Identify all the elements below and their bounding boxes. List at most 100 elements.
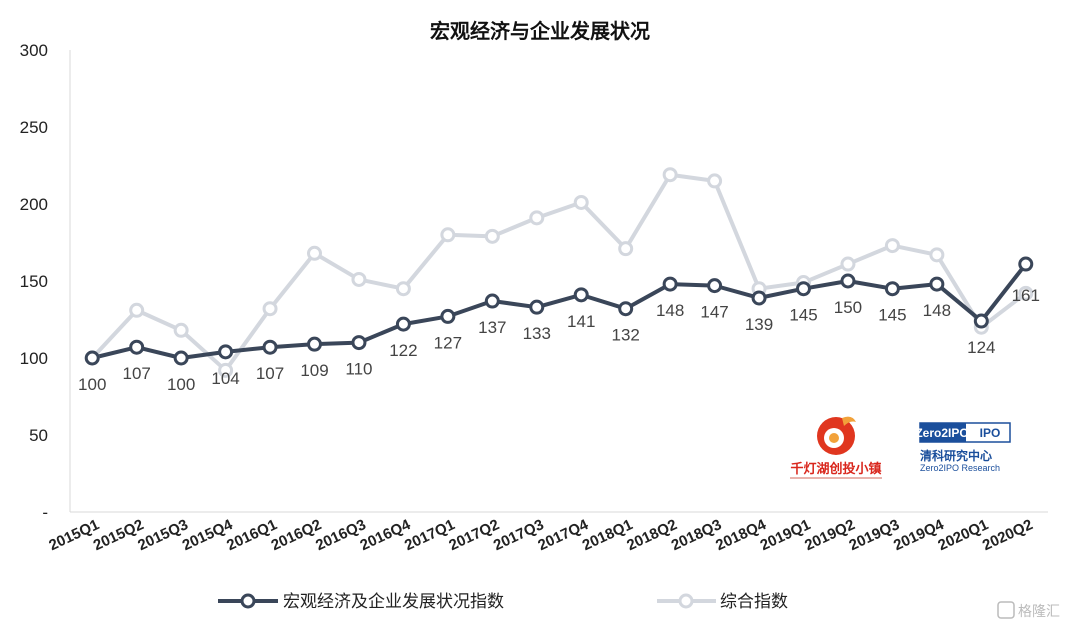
point-composite	[129, 302, 145, 318]
zero2ipo-logo-word: Zero2IPO	[915, 426, 968, 440]
y-tick-label: 50	[29, 426, 48, 445]
data-label: 110	[345, 360, 372, 379]
legend-marker-main	[240, 593, 256, 609]
x-tick-label: 2017Q2	[446, 516, 502, 554]
point-main	[129, 339, 145, 355]
watermark-text: 格隆汇	[1018, 604, 1060, 620]
data-label: 127	[434, 333, 462, 352]
data-label: 148	[656, 301, 684, 320]
watermark-icon	[997, 601, 1015, 619]
x-tick-label: 2018Q3	[669, 516, 725, 554]
x-tick-label: 2017Q4	[535, 516, 591, 554]
point-main	[751, 290, 767, 306]
x-tick-label: 2016Q1	[224, 516, 280, 554]
x-tick-label: 2015Q3	[135, 516, 191, 554]
data-label: 122	[389, 341, 417, 360]
point-composite	[1018, 285, 1034, 301]
point-composite	[484, 228, 500, 244]
data-label: 150	[834, 298, 862, 317]
point-composite	[929, 247, 945, 263]
y-tick-labels: - 50 100 150 200 250 300	[20, 41, 48, 522]
point-main	[218, 344, 234, 360]
x-tick-label: 2019Q4	[891, 516, 947, 554]
data-labels: 100 107 100 104 107 109 110 122 127 137 133 141 132 1…	[78, 286, 1040, 394]
legend-label-composite: 综合指数	[720, 592, 788, 612]
x-tick-label: 2015Q4	[180, 516, 236, 554]
point-main	[1018, 256, 1034, 272]
x-tick-label: 2018Q2	[624, 516, 680, 554]
point-main	[307, 336, 322, 352]
data-label: 161	[1012, 286, 1040, 305]
chart-title: 宏观经济与企业发展状况	[430, 19, 650, 43]
x-tick-label: 2015Q1	[46, 516, 102, 554]
x-tick-label: 2015Q2	[91, 516, 147, 554]
y-tick-label: 150	[20, 272, 48, 291]
data-label: 139	[745, 315, 773, 334]
legend-marker-composite	[678, 593, 694, 609]
point-composite	[218, 362, 234, 378]
point-main	[395, 316, 411, 332]
point-composite	[884, 238, 900, 254]
qiandenghu-logo: 千灯湖创投小镇	[790, 416, 882, 479]
point-main	[262, 339, 278, 355]
x-tick-label: 2019Q2	[802, 516, 858, 554]
point-composite	[662, 167, 678, 183]
qiandenghu-logo-text: 千灯湖创投小镇	[790, 461, 881, 477]
x-tick-label: 2020Q1	[935, 516, 991, 554]
point-composite	[351, 271, 367, 287]
point-main	[796, 281, 811, 297]
data-label: 132	[611, 326, 639, 345]
data-label: 124	[967, 338, 995, 357]
data-label: 148	[923, 301, 951, 320]
series-line-composite	[90, 172, 1027, 373]
x-tick-label: 2017Q3	[491, 516, 547, 554]
data-label: 137	[478, 318, 506, 337]
point-main	[529, 299, 545, 315]
point-main	[484, 293, 500, 309]
series-line-main	[91, 262, 1028, 360]
point-main	[707, 278, 723, 294]
point-composite	[573, 194, 589, 210]
x-tick-labels: 2015Q12015Q22015Q32015Q42016Q12016Q22016…	[46, 516, 1035, 554]
point-composite	[529, 210, 545, 226]
data-label: 104	[211, 369, 239, 388]
point-composite	[440, 227, 456, 243]
point-composite	[173, 322, 189, 338]
point-main	[573, 287, 589, 303]
data-label: 145	[878, 306, 906, 325]
svg-text:IPO: IPO	[980, 426, 1001, 440]
x-tick-label: 2019Q1	[758, 516, 814, 554]
x-tick-label: 2020Q2	[980, 516, 1036, 554]
data-label: 107	[256, 364, 284, 383]
point-main	[662, 276, 678, 292]
point-main	[84, 350, 100, 366]
point-main	[884, 281, 900, 297]
series-lines	[90, 172, 1028, 373]
x-tick-label: 2018Q4	[713, 516, 769, 554]
x-tick-label: 2018Q1	[580, 516, 636, 554]
point-main	[618, 301, 634, 317]
point-main	[840, 273, 856, 289]
y-tick-label: 300	[20, 41, 48, 60]
zero2ipo-logo: Zero2IPO IPO 清科研究中心 Zero2IPO Research	[915, 422, 1011, 473]
legend-label-main: 宏观经济及企业发展状况指数	[283, 592, 504, 612]
y-tick-label: 100	[20, 349, 48, 368]
data-label: 109	[300, 361, 328, 380]
point-main	[440, 308, 456, 324]
point-main	[173, 350, 189, 366]
zero2ipo-logo-cn: 清科研究中心	[920, 448, 992, 463]
x-tick-label: 2016Q3	[313, 516, 369, 554]
x-tick-label: 2016Q4	[358, 516, 414, 554]
point-composite	[707, 173, 723, 189]
zero2ipo-logo-en: Zero2IPO Research	[920, 463, 1000, 473]
point-composite	[262, 301, 278, 317]
point-composite	[618, 241, 634, 257]
point-main	[351, 335, 367, 351]
point-main	[929, 276, 945, 292]
y-tick-label: 250	[20, 118, 48, 137]
point-main	[973, 313, 989, 329]
data-label: 147	[700, 303, 728, 322]
data-label: 100	[78, 375, 106, 394]
data-label: 141	[567, 312, 595, 331]
